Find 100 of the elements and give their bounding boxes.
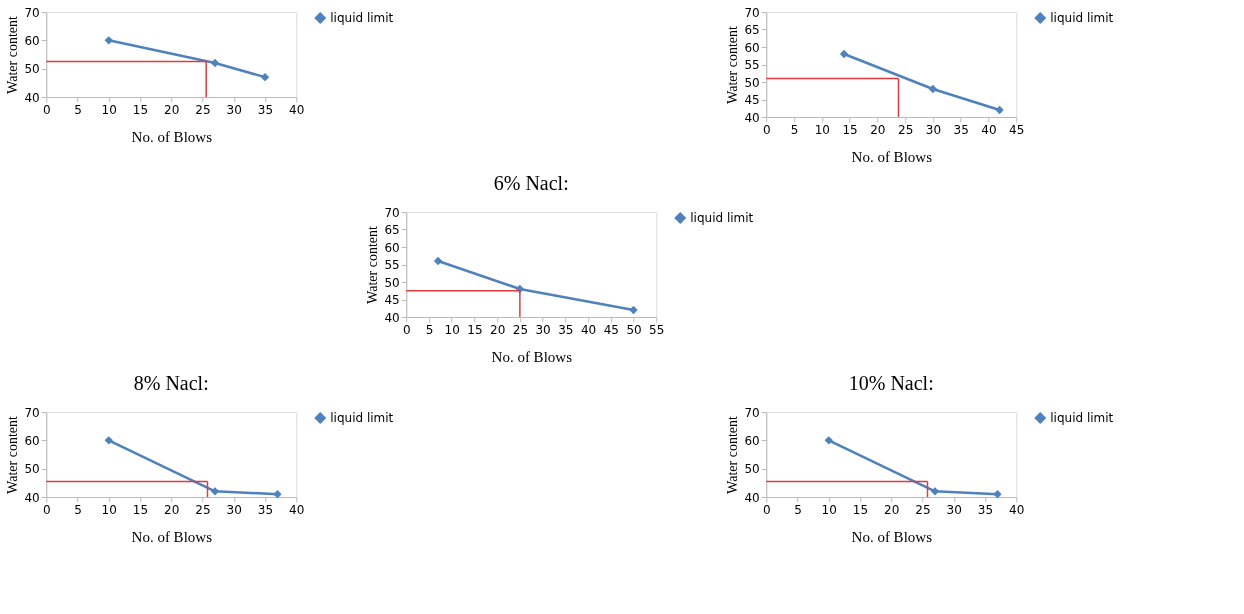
x-tick-label: 5: [794, 502, 802, 517]
y-tick-label: 60: [744, 40, 760, 55]
x-axis-title: No. of Blows: [131, 128, 213, 145]
x-tick-label: 40: [1009, 502, 1025, 517]
point: [210, 487, 220, 496]
x-tick-label: 5: [74, 502, 82, 517]
x-tick-label: 30: [226, 502, 242, 517]
x-tick-label: 10: [814, 122, 830, 137]
x-tick-label: 20: [884, 502, 900, 517]
x-tick-label: 0: [42, 102, 51, 117]
point: [839, 49, 849, 59]
x-tick-label: 35: [953, 122, 969, 137]
point: [995, 105, 1004, 115]
y-tick-label: 50: [744, 462, 760, 477]
chart-title: 6% Nacl:: [493, 172, 569, 194]
x-tick-label: 40: [981, 122, 997, 137]
y-tick-label: 70: [384, 205, 400, 220]
y-tick-label: 55: [744, 58, 760, 72]
x-tick-label: 50: [626, 322, 642, 337]
x-tick-label: 30: [226, 102, 242, 117]
x-tick-label: 20: [490, 322, 506, 337]
x-tick-label: 35: [977, 502, 994, 517]
x-tick-label: 15: [132, 502, 149, 517]
y-tick-label: 70: [24, 5, 40, 20]
x-tick-label: 0: [762, 122, 771, 137]
x-tick-label: 25: [195, 102, 211, 117]
legend-label: liquid limit: [330, 11, 394, 25]
y-tick-label: 60: [24, 433, 40, 448]
y-axis-title: Water content: [5, 416, 21, 494]
x-tick-label: 35: [257, 502, 274, 517]
y-axis-title: Water content: [365, 226, 381, 304]
y-tick-label: 40: [384, 310, 400, 325]
point: [104, 436, 113, 445]
point: [930, 487, 940, 496]
y-tick-label: 55: [384, 258, 400, 272]
y-tick-label: 65: [744, 23, 760, 37]
x-tick-label: 5: [74, 102, 82, 117]
x-tick-label: 25: [915, 502, 931, 517]
x-tick-label: 35: [558, 322, 574, 337]
x-axis-title: No. of Blows: [491, 348, 573, 365]
y-tick-label: 70: [744, 405, 760, 420]
y-tick-label: 50: [24, 462, 40, 477]
y-tick-label: 65: [384, 223, 400, 237]
point: [104, 36, 113, 45]
x-tick-label: 20: [164, 102, 180, 117]
y-axis-title: Water content: [5, 16, 21, 94]
x-tick-label: 0: [402, 322, 411, 337]
x-tick-label: 40: [580, 322, 597, 337]
legend-label: liquid limit: [690, 211, 754, 225]
x-tick-label: 45: [603, 322, 619, 337]
x-tick-label: 40: [289, 102, 305, 117]
x-tick-label: 45: [1009, 122, 1025, 137]
x-axis-title: No. of Blows: [851, 528, 933, 545]
y-tick-label: 45: [384, 293, 400, 307]
point: [210, 58, 220, 68]
x-tick-label: 15: [852, 502, 869, 517]
y-tick-label: 40: [744, 490, 760, 505]
point: [928, 84, 938, 94]
point: [824, 436, 833, 445]
x-tick-label: 10: [101, 102, 117, 117]
legend-label: liquid limit: [330, 411, 394, 425]
chart-title: 10% Nacl:: [848, 372, 934, 394]
y-tick-label: 60: [24, 33, 40, 48]
y-tick-label: 70: [744, 5, 760, 20]
x-axis-title: No. of Blows: [131, 528, 213, 545]
y-tick-label: 50: [24, 62, 40, 77]
x-tick-label: 0: [42, 502, 51, 517]
y-axis-title: Water content: [725, 26, 741, 104]
x-tick-label: 30: [946, 502, 962, 517]
legend-label: liquid limit: [1050, 411, 1114, 425]
x-tick-label: 15: [132, 102, 149, 117]
x-tick-label: 15: [467, 322, 483, 337]
x-tick-label: 25: [512, 322, 529, 337]
chart-title: 8% Nacl:: [133, 372, 209, 394]
x-tick-label: 0: [762, 502, 771, 517]
point: [273, 489, 282, 499]
x-tick-label: 5: [425, 322, 434, 337]
x-tick-label: 25: [195, 502, 211, 517]
legend-label: liquid limit: [1050, 11, 1114, 25]
x-tick-label: 20: [870, 122, 886, 137]
x-tick-label: 10: [821, 502, 837, 517]
point: [629, 305, 638, 315]
x-tick-label: 30: [535, 322, 551, 337]
x-tick-label: 15: [842, 122, 858, 137]
point: [260, 72, 270, 82]
x-tick-label: 35: [257, 102, 274, 117]
y-tick-label: 60: [744, 433, 760, 448]
y-tick-label: 60: [384, 240, 400, 255]
y-tick-label: 40: [24, 490, 40, 505]
x-tick-label: 20: [164, 502, 180, 517]
x-tick-label: 5: [790, 122, 799, 137]
point: [993, 489, 1002, 499]
x-tick-label: 10: [444, 322, 460, 337]
y-tick-label: 40: [24, 90, 40, 105]
point: [433, 256, 443, 266]
y-axis-title: Water content: [725, 416, 741, 494]
x-tick-label: 55: [649, 322, 665, 337]
y-tick-label: 70: [24, 405, 40, 420]
x-tick-label: 40: [289, 502, 305, 517]
y-tick-label: 50: [384, 275, 400, 290]
